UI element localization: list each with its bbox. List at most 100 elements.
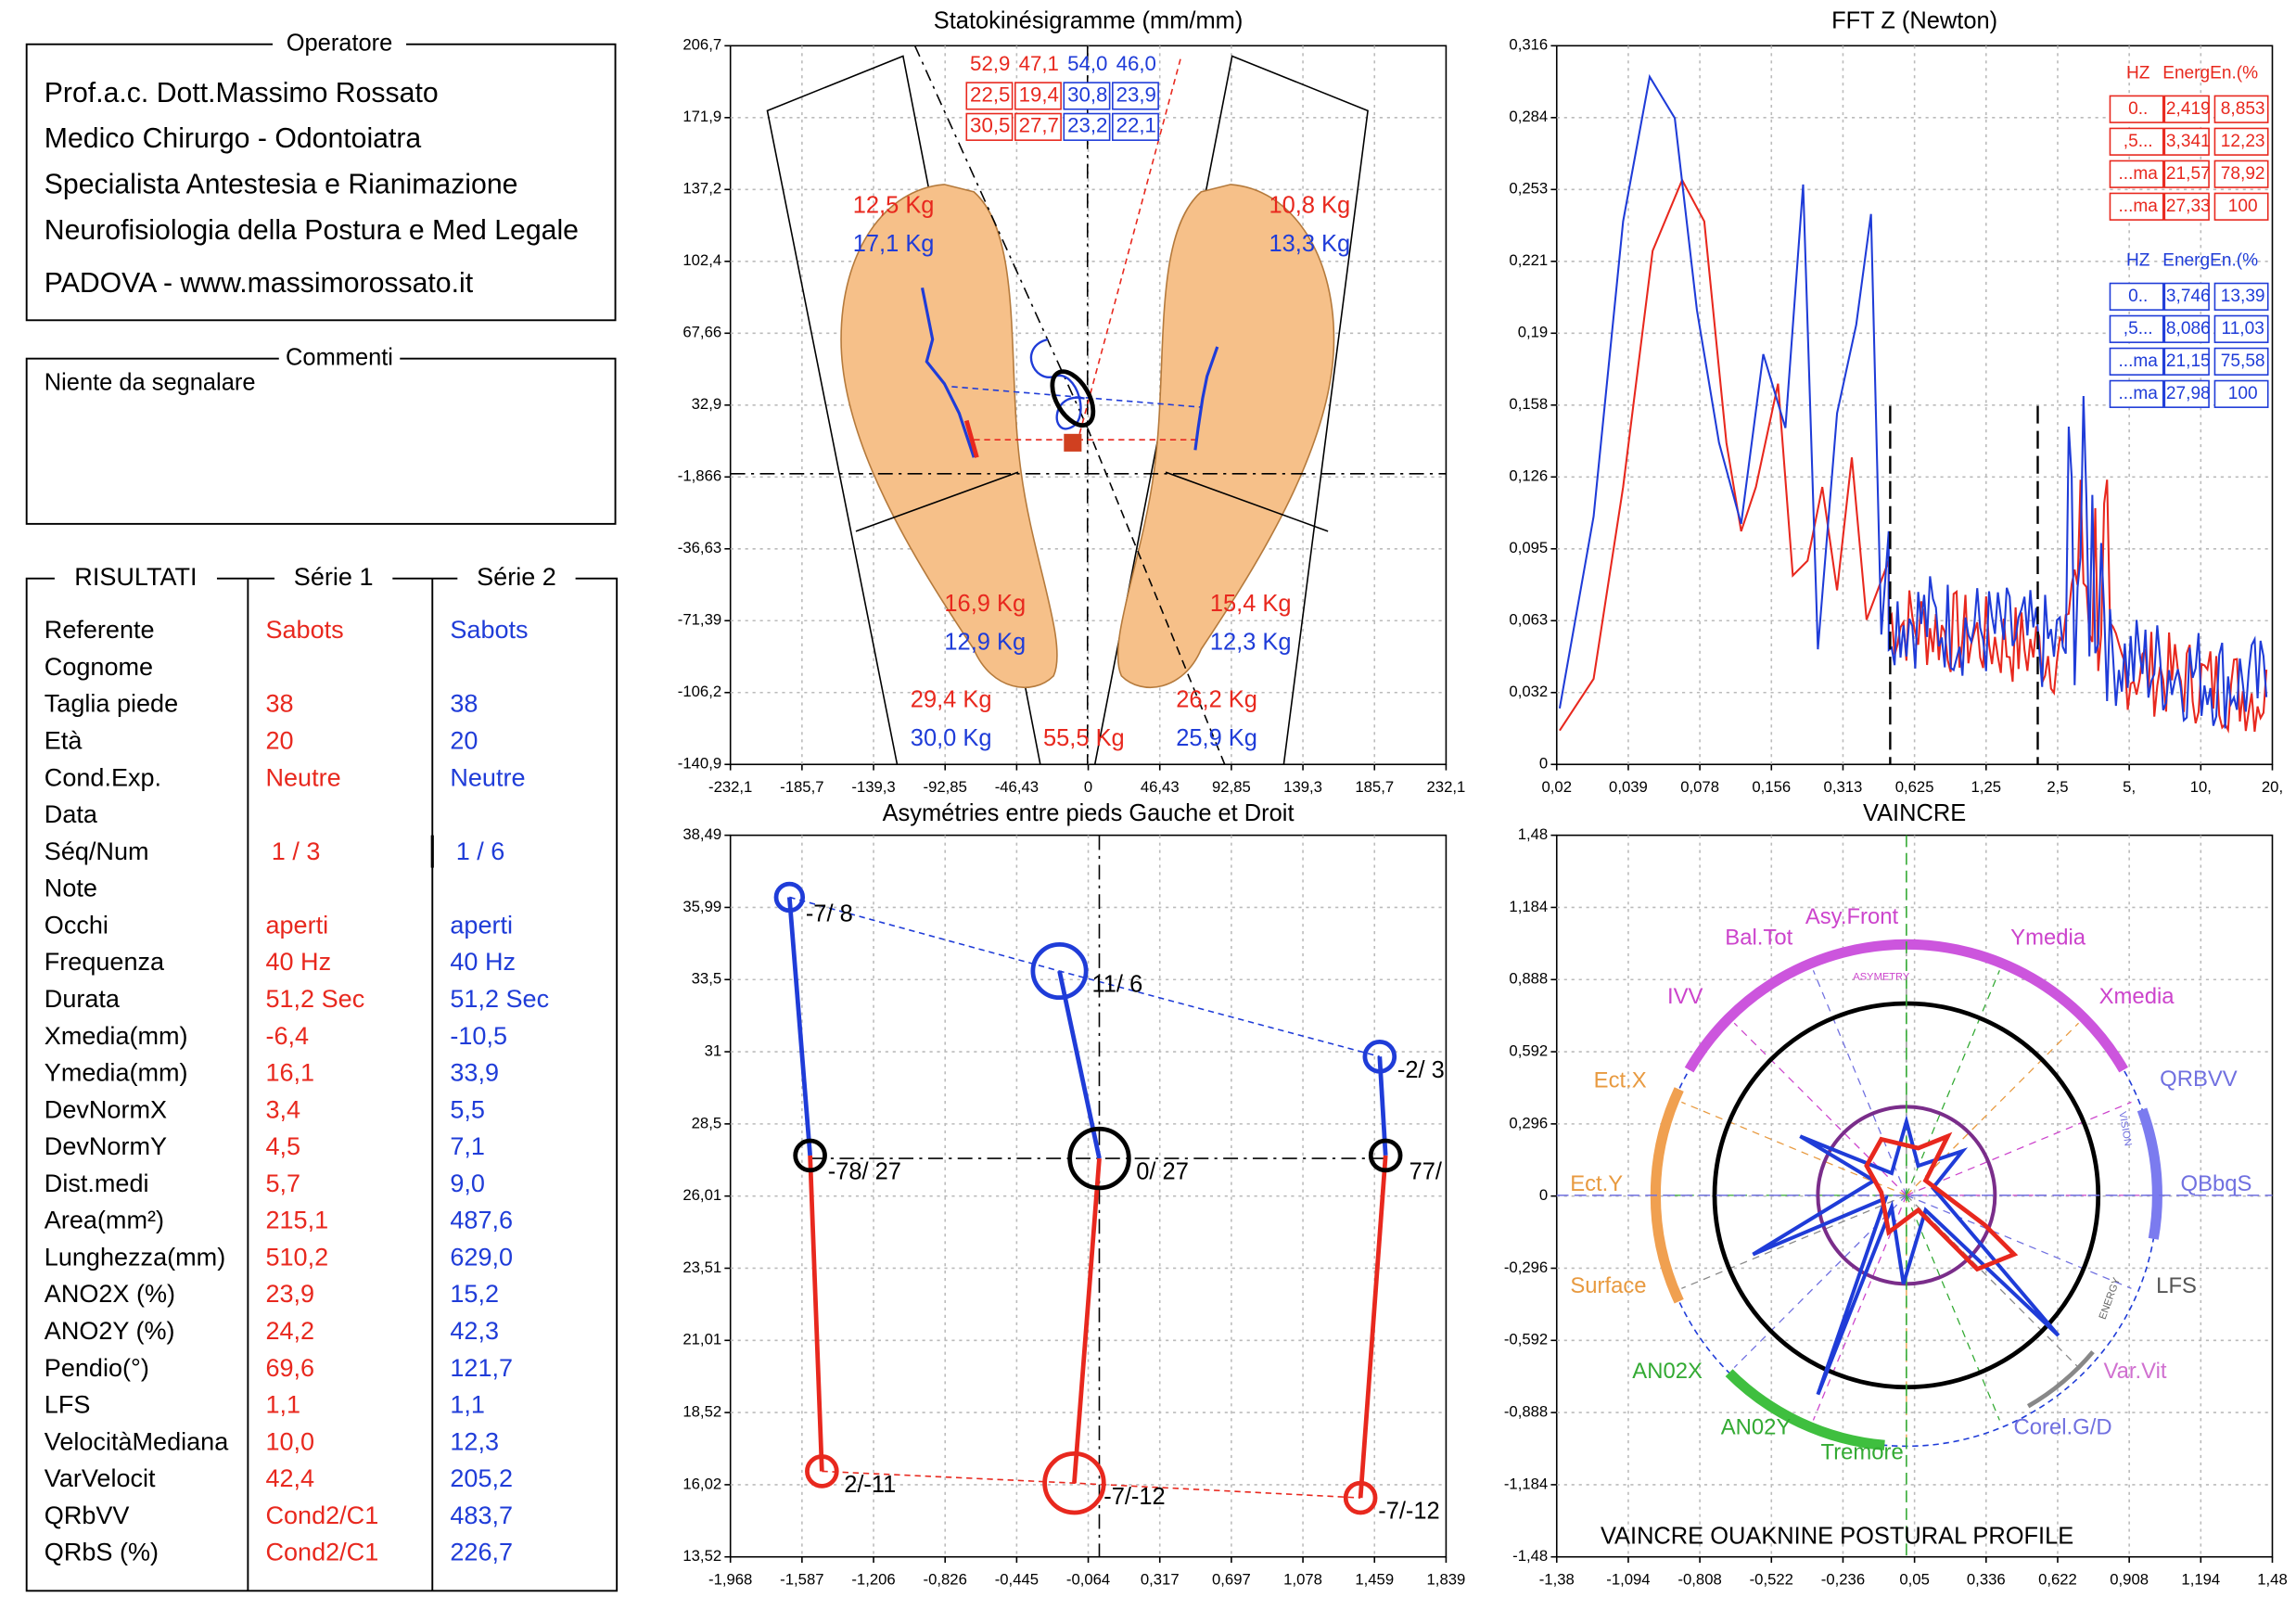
- plot-title: VAINCRE: [1863, 800, 1966, 826]
- energy-header: EnergEn.(%: [2162, 64, 2258, 83]
- x-tick-label: -0,522: [1750, 1571, 1793, 1589]
- diag: [913, 45, 1089, 428]
- table-cell: [1112, 82, 1159, 110]
- y-tick-label: 0,221: [1509, 251, 1548, 269]
- energy-value: ...ma: [2118, 351, 2158, 371]
- result-label: DevNormY: [45, 1132, 167, 1160]
- y-tick-label: 137,2: [682, 180, 721, 198]
- weight-label: 55,5 Kg: [1043, 725, 1125, 751]
- profile-label: AN02X: [1632, 1359, 1703, 1384]
- x-tick-label: 10,: [2190, 778, 2212, 796]
- serie2-value: 42,3: [450, 1317, 499, 1345]
- table-value: 23,9: [1116, 83, 1156, 106]
- weight-label: 16,9 Kg: [944, 591, 1026, 617]
- table-cell: [2213, 127, 2269, 156]
- y-tick-label: 206,7: [682, 36, 721, 54]
- serie2-value: 121,7: [450, 1354, 513, 1382]
- spoke: [1906, 970, 2000, 1196]
- y-tick-label: 0,316: [1509, 36, 1548, 54]
- profile-blue: [1752, 1114, 2060, 1396]
- serie2-value: 1 / 6: [456, 837, 505, 865]
- table-cell: [2213, 160, 2269, 188]
- x-tick-label: -0,064: [1066, 1571, 1110, 1589]
- serie2-value: 1,1: [450, 1391, 485, 1419]
- header-bg: [457, 563, 576, 594]
- table-cell: [2109, 314, 2164, 343]
- serie2-value: 20: [450, 727, 478, 755]
- plot-title: Statokinésigramme (mm/mm): [934, 8, 1244, 34]
- spoke: [1681, 1195, 1907, 1289]
- result-label: VarVelocit: [45, 1464, 156, 1492]
- serie1-value: 38: [265, 690, 293, 718]
- x-tick-label: 1,25: [1971, 778, 2001, 796]
- weight-label: 12,3 Kg: [1210, 629, 1292, 655]
- serie2-value: 226,7: [450, 1539, 513, 1566]
- energy-value: 3,341: [2166, 132, 2211, 151]
- spoke: [1906, 1195, 2000, 1421]
- x-tick-label: 0,039: [1609, 778, 1648, 796]
- result-label: Cognome: [45, 653, 153, 681]
- diag: [1087, 428, 1226, 765]
- y-tick-label: -71,39: [678, 611, 721, 629]
- table-value: 47,1: [1019, 52, 1059, 75]
- serie2-value: 15,2: [450, 1280, 499, 1308]
- serie2-value: 33,9: [450, 1059, 499, 1087]
- serie2-value: 487,6: [450, 1207, 513, 1234]
- category-arc: [2137, 1107, 2162, 1240]
- y-tick-label: 31: [705, 1041, 722, 1059]
- x-tick-label: 0,625: [1895, 778, 1934, 796]
- result-label: Séq/Num: [45, 837, 149, 865]
- profile-label: Surface: [1570, 1273, 1646, 1298]
- energy-value: 0..: [2128, 99, 2148, 119]
- table-value: 22,5: [970, 83, 1010, 106]
- serie2-value: -10,5: [450, 1022, 507, 1050]
- result-label: LFS: [45, 1391, 91, 1419]
- x-tick-label: -1,206: [851, 1571, 895, 1589]
- x-tick-label: 1,839: [1427, 1571, 1466, 1589]
- serie2-value: 7,1: [450, 1132, 485, 1160]
- x-tick-label: 1,194: [2181, 1571, 2220, 1589]
- table-cell: [2109, 160, 2164, 188]
- operator-line: Specialista Antestesia e Rianimazione: [45, 169, 518, 199]
- y-tick-label: 1,184: [1509, 898, 1548, 915]
- profile-label: Xmedia: [2099, 984, 2175, 1009]
- point-circle: [1362, 1040, 1397, 1074]
- table-cell: [2213, 192, 2269, 221]
- sway-left: [920, 287, 976, 458]
- profile-red: [1864, 1131, 2019, 1272]
- point-circle: [1067, 1126, 1131, 1191]
- table-cell: [2163, 282, 2210, 311]
- profile-label: Ect.Y: [1570, 1171, 1623, 1196]
- foot-frame: [766, 55, 1041, 766]
- spoke: [1906, 1022, 2079, 1196]
- energy-value: ...ma: [2118, 164, 2158, 184]
- serie2-value: 5,5: [450, 1095, 485, 1123]
- table-cell: [2163, 347, 2210, 376]
- blue-segment: [786, 897, 812, 1156]
- table-cell: [2213, 347, 2269, 376]
- result-label: DevNormX: [45, 1095, 167, 1123]
- x-tick-label: -1,094: [1606, 1571, 1650, 1589]
- table-value: 52,9: [970, 52, 1010, 75]
- group-title: Commenti: [286, 344, 393, 370]
- table-cell: [2163, 127, 2210, 156]
- y-tick-label: -36,63: [678, 539, 721, 556]
- sway-right: [1193, 346, 1219, 451]
- energy-value: 78,92: [2221, 164, 2265, 184]
- energy-value: 12,23: [2221, 132, 2265, 151]
- y-tick-label: 102,4: [682, 251, 721, 269]
- serie1-value: 10,0: [265, 1427, 314, 1455]
- y-tick-label: 33,5: [692, 970, 721, 988]
- category-arc: [2026, 1350, 2095, 1409]
- energy-value: ...ma: [2118, 197, 2158, 216]
- y-tick-label: 0,095: [1509, 539, 1548, 556]
- energy-value: ...ma: [2118, 384, 2158, 403]
- x-tick-label: -185,7: [780, 778, 823, 796]
- y-tick-label: 0: [1539, 1186, 1548, 1204]
- serie2-value: 51,2 Sec: [450, 985, 549, 1013]
- energy-header: HZ: [2126, 251, 2150, 271]
- weight-label: 12,9 Kg: [944, 629, 1026, 655]
- x-tick-label: -232,1: [708, 778, 752, 796]
- result-label: VelocitàMediana: [45, 1427, 229, 1455]
